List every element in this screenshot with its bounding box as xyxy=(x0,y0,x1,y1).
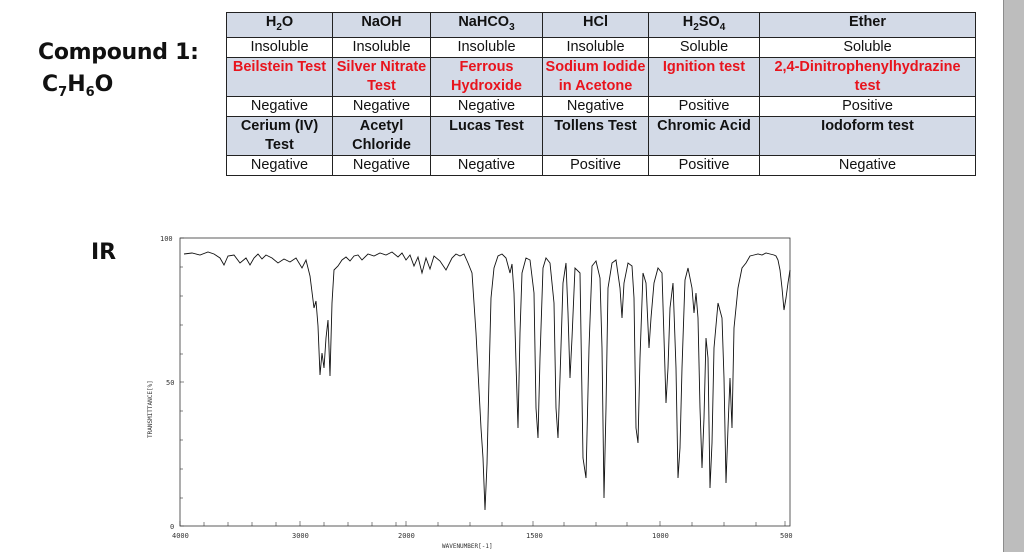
slide: Compound 1: C7H6O IR H2O NaOH NaHCO3 HCl… xyxy=(38,12,976,550)
header-ether: Ether xyxy=(759,12,976,38)
header-naoh: NaOH xyxy=(332,12,431,38)
ir-x-axis-title: WAVENUMBER[-1] xyxy=(442,543,493,550)
table-cell: Chromic Acid xyxy=(648,115,760,156)
table-cell: Lucas Test xyxy=(430,115,543,156)
table-cell: Soluble xyxy=(759,36,976,58)
ir-y-tick-0: 0 xyxy=(170,523,174,531)
table-cell: Negative xyxy=(226,154,333,176)
table-cell: Silver Nitrate Test xyxy=(332,56,431,97)
table-cell: Positive xyxy=(542,154,649,176)
compound-formula: C7H6O xyxy=(42,72,114,100)
table-cell: Negative xyxy=(332,95,431,117)
ir-y-axis-title: TRANSMITTANCE[%] xyxy=(147,380,154,438)
ir-x-tick-1000: 1000 xyxy=(652,532,669,540)
header-nahco3: NaHCO3 xyxy=(430,12,543,38)
table-header-row: H2O NaOH NaHCO3 HCl H2SO4 Ether xyxy=(226,12,976,38)
table-cell: Sodium Iodide in Acetone xyxy=(542,56,649,97)
table-cell: 2,4-Dinitrophenylhydrazine test xyxy=(759,56,976,97)
table-cell: Tollens Test xyxy=(542,115,649,156)
table-cell: Insoluble xyxy=(430,36,543,58)
table-cell: Negative xyxy=(542,95,649,117)
table-cell: Insoluble xyxy=(542,36,649,58)
table-cell: Ignition test xyxy=(648,56,760,97)
header-h2o: H2O xyxy=(226,12,333,38)
window-edge xyxy=(1003,0,1024,552)
table-cell: Positive xyxy=(759,95,976,117)
ir-y-ticks xyxy=(180,237,184,527)
table-row: Beilstein Test Silver Nitrate Test Ferro… xyxy=(226,56,976,97)
ir-x-tick-3000: 3000 xyxy=(292,532,309,540)
table-cell: Positive xyxy=(648,95,760,117)
table-row: Cerium (IV) Test Acetyl Chloride Lucas T… xyxy=(226,115,976,156)
ir-x-tick-4000: 4000 xyxy=(172,532,189,540)
header-h2so4: H2SO4 xyxy=(648,12,760,38)
table-cell: Cerium (IV) Test xyxy=(226,115,333,156)
ir-y-tick-100: 100 xyxy=(160,235,173,243)
ir-x-tick-500: 500 xyxy=(780,532,793,540)
ir-label: IR xyxy=(91,240,117,265)
ir-x-tick-2000: 2000 xyxy=(398,532,415,540)
table-cell: Beilstein Test xyxy=(226,56,333,97)
table-cell: Negative xyxy=(430,95,543,117)
compound-title: Compound 1: xyxy=(38,40,199,65)
table-cell: Negative xyxy=(226,95,333,117)
table-cell: Positive xyxy=(648,154,760,176)
ir-x-ticks xyxy=(179,521,786,526)
ir-x-tick-1500: 1500 xyxy=(526,532,543,540)
ir-spectrum: 100 50 0 TRANSMITTANCE[%] 4000 3000 2000… xyxy=(147,235,793,550)
ir-spectrum-trace xyxy=(183,251,791,511)
ir-plot-frame xyxy=(179,237,791,527)
table-cell: Negative xyxy=(430,154,543,176)
header-hcl: HCl xyxy=(542,12,649,38)
table-row: Negative Negative Negative Positive Posi… xyxy=(226,154,976,176)
table-cell: Negative xyxy=(332,154,431,176)
table-cell: Insoluble xyxy=(226,36,333,58)
solubility-test-table: H2O NaOH NaHCO3 HCl H2SO4 Ether Insolubl… xyxy=(226,12,976,176)
table-cell: Acetyl Chloride xyxy=(332,115,431,156)
table-row: Negative Negative Negative Negative Posi… xyxy=(226,95,976,117)
ir-y-tick-50: 50 xyxy=(166,379,174,387)
table-row: Insoluble Insoluble Insoluble Insoluble … xyxy=(226,36,976,58)
table-cell: Soluble xyxy=(648,36,760,58)
table-cell: Iodoform test xyxy=(759,115,976,156)
table-cell: Negative xyxy=(759,154,976,176)
table-cell: Ferrous Hydroxide xyxy=(430,56,543,97)
table-cell: Insoluble xyxy=(332,36,431,58)
